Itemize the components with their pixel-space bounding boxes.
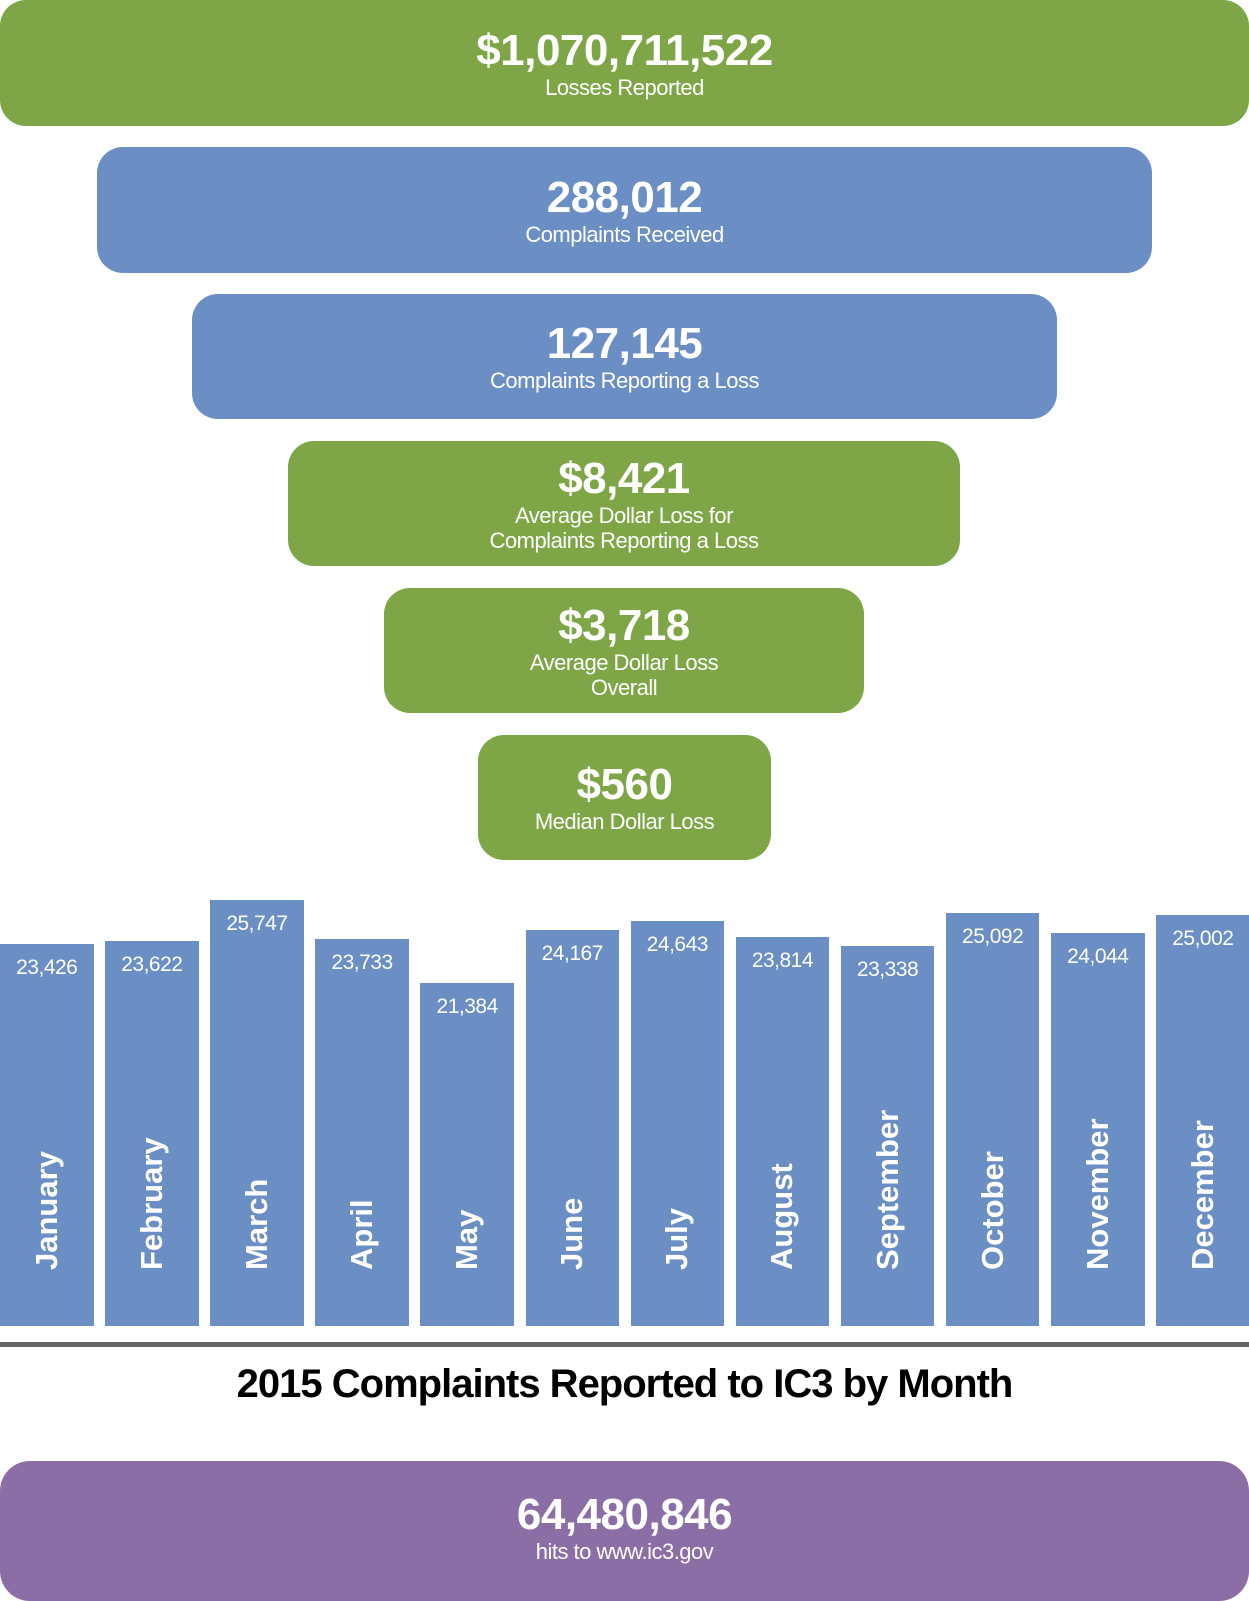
- hits-label: hits to www.ic3.gov: [535, 1538, 714, 1564]
- chart-baseline-divider: [0, 1342, 1249, 1347]
- chart-title: 2015 Complaints Reported to IC3 by Month: [236, 1362, 1014, 1406]
- hits-value: 64,480,846: [516, 1489, 733, 1539]
- bar-september: 23,338 September: [840, 946, 935, 1326]
- month-label: May: [449, 1209, 485, 1270]
- bar-value-label: 24,167: [541, 942, 604, 966]
- month-label: June: [554, 1197, 590, 1270]
- month-label: February: [133, 1137, 169, 1270]
- stat-label: Average Dollar Loss for: [515, 502, 734, 528]
- month-label: January: [28, 1151, 64, 1270]
- stat-label: Average Dollar Loss: [529, 649, 719, 675]
- stat-label: Median Dollar Loss: [534, 809, 715, 834]
- monthly-complaints-chart: 23,426 January 23,622 February 25,747 March 23…: [0, 880, 1249, 1330]
- bar-april: 23,733 April: [315, 938, 409, 1326]
- complaints-received-box: 288,012 Complaints Received: [97, 147, 1152, 273]
- bar-february: 23,622 February: [105, 940, 199, 1326]
- bar-december: 25,002 December: [1156, 914, 1249, 1326]
- month-label: April: [344, 1199, 380, 1270]
- complaints-loss-box: 127,145 Complaints Reporting a Loss: [192, 294, 1057, 419]
- stat-value: 288,012: [546, 172, 703, 222]
- month-label: July: [659, 1207, 695, 1270]
- bar-value-label: 23,338: [856, 958, 919, 982]
- month-label: November: [1079, 1118, 1115, 1270]
- bar-value-label: 21,384: [436, 995, 499, 1019]
- stat-label: Complaints Received: [525, 221, 724, 247]
- stat-label-2: Complaints Reporting a Loss: [489, 527, 759, 553]
- bar-july: 24,643 July: [630, 921, 725, 1326]
- bar-november: 24,044 November: [1051, 932, 1145, 1326]
- stat-label-2: Overall: [590, 674, 658, 700]
- bar-august: 23,814 August: [735, 937, 830, 1326]
- stat-value: $560: [576, 760, 673, 809]
- losses-reported-box: $1,070,711,522 Losses Reported: [0, 0, 1249, 126]
- median-loss-box: $560 Median Dollar Loss: [478, 735, 771, 860]
- bar-value-label: 23,426: [16, 956, 78, 980]
- bar-value-label: 23,814: [751, 949, 814, 973]
- month-label: March: [238, 1178, 274, 1270]
- bar-value-label: 23,622: [121, 952, 183, 976]
- stat-label: Losses Reported: [545, 74, 704, 100]
- bar-value-label: 25,747: [226, 912, 288, 936]
- bar-january: 23,426 January: [0, 944, 94, 1326]
- month-label: October: [974, 1151, 1010, 1270]
- stat-value: 127,145: [546, 319, 703, 368]
- bar-value-label: 23,733: [331, 950, 393, 974]
- website-hits-box: 64,480,846 hits to www.ic3.gov: [0, 1461, 1249, 1601]
- bar-value-label: 24,643: [646, 933, 709, 957]
- avg-loss-reporting-box: $8,421 Average Dollar Loss for Complaint…: [288, 441, 960, 566]
- bar-may: 21,384 May: [420, 983, 514, 1326]
- month-label: August: [764, 1163, 800, 1270]
- avg-loss-overall-box: $3,718 Average Dollar Loss Overall: [384, 588, 864, 713]
- stat-label: Complaints Reporting a Loss: [490, 368, 759, 393]
- bar-october: 25,092 October: [945, 912, 1040, 1326]
- month-label: December: [1184, 1120, 1220, 1270]
- bar-value-label: 25,092: [962, 924, 1024, 948]
- bar-value-label: 25,002: [1172, 926, 1234, 950]
- stat-value: $1,070,711,522: [476, 25, 773, 75]
- stat-value: $3,718: [558, 600, 690, 650]
- bar-march: 25,747 March: [210, 900, 304, 1326]
- bar-value-label: 24,044: [1067, 944, 1129, 968]
- bar-june: 24,167 June: [525, 930, 619, 1326]
- stat-value: $8,421: [558, 453, 690, 503]
- month-label: September: [869, 1109, 905, 1270]
